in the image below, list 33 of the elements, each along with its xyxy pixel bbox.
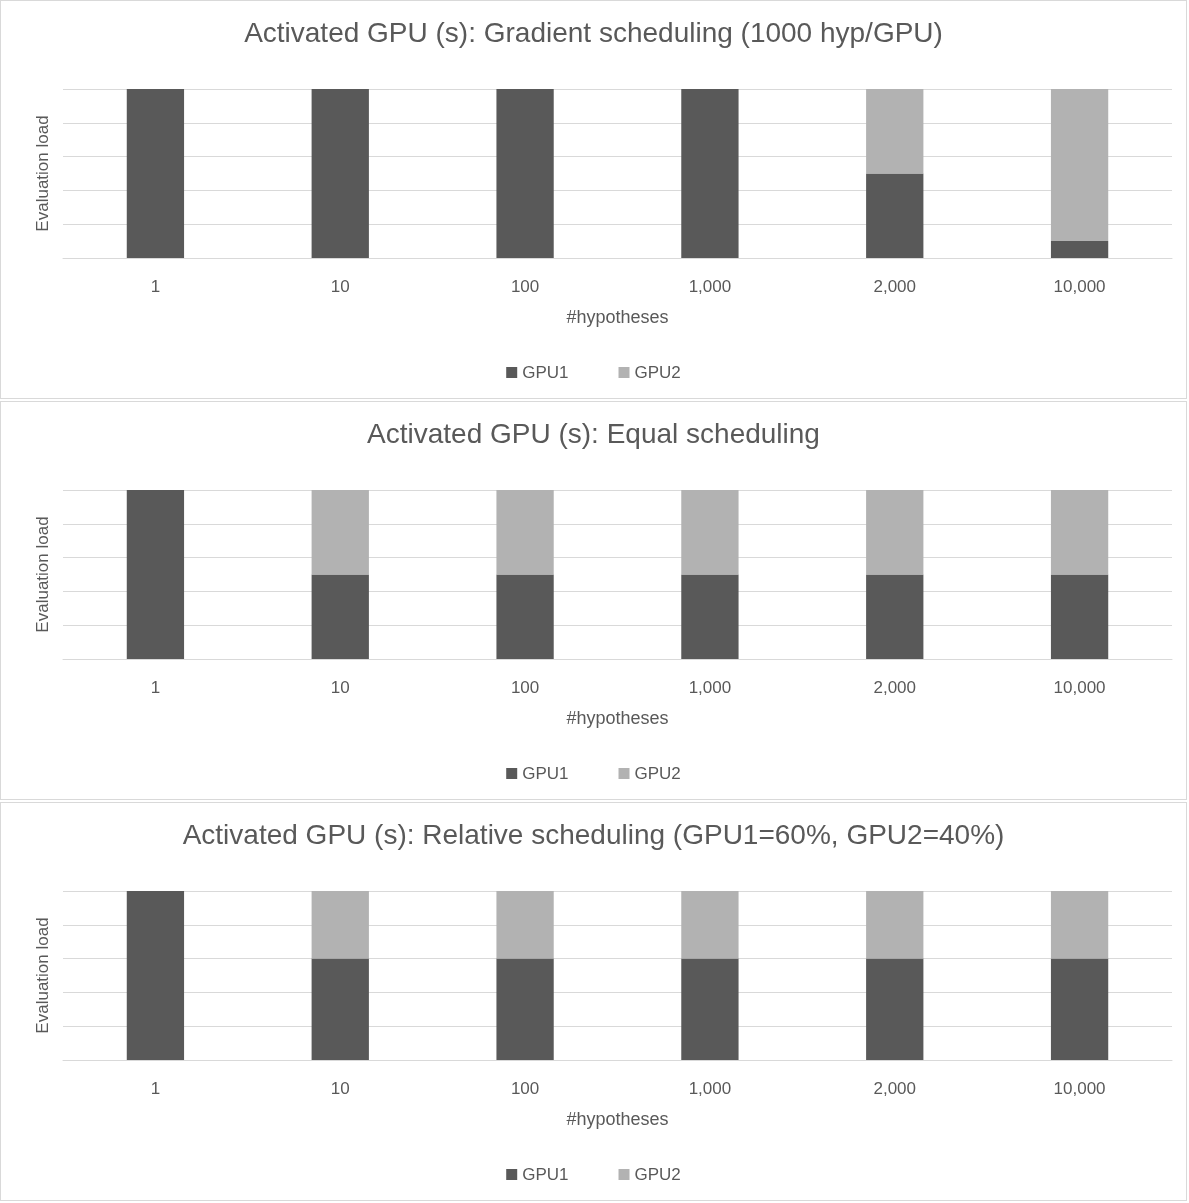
x-tick-label: 1	[150, 277, 161, 296]
legend-label: GPU2	[634, 764, 681, 783]
x-tick-label: 10	[330, 1079, 350, 1098]
x-tick-label: 10	[330, 277, 350, 296]
x-tick-label: 1	[150, 1079, 161, 1098]
x-tick-label: 2,000	[873, 678, 917, 697]
x-tick-label: 10,000	[1053, 1079, 1106, 1098]
legend-label: GPU2	[634, 1165, 681, 1184]
legend-label: GPU1	[522, 1165, 569, 1184]
x-tick-label: 1,000	[688, 1079, 732, 1098]
legend-label: GPU1	[522, 363, 569, 382]
legend-label: GPU2	[634, 363, 681, 382]
x-tick-label: 100	[510, 277, 540, 296]
y-axis-title: Evaluation load	[33, 516, 52, 633]
x-axis-title: #hypotheses	[566, 1109, 669, 1129]
chart-title: Activated GPU (s): Gradient scheduling (1000 hyp/GPU)	[244, 16, 943, 48]
chart-title: Activated GPU (s): Equal scheduling	[367, 417, 820, 449]
x-tick-label: 2,000	[873, 277, 917, 296]
x-tick-label: 10,000	[1053, 678, 1106, 697]
x-tick-label: 1	[150, 678, 161, 697]
x-axis-title: #hypotheses	[566, 307, 669, 327]
x-tick-label: 10,000	[1053, 277, 1106, 296]
x-axis-title: #hypotheses	[566, 708, 669, 728]
y-axis-title: Evaluation load	[33, 115, 52, 232]
x-tick-label: 100	[510, 678, 540, 697]
chart-title: Activated GPU (s): Relative scheduling (GPU1=60%, GPU2=40%)	[182, 818, 1005, 850]
legend-label: GPU1	[522, 764, 569, 783]
x-tick-label: 10	[330, 678, 350, 697]
x-tick-label: 2,000	[873, 1079, 917, 1098]
y-axis-title: Evaluation load	[33, 917, 52, 1034]
x-tick-label: 1,000	[688, 678, 732, 697]
x-tick-label: 1,000	[688, 277, 732, 296]
x-tick-label: 100	[510, 1079, 540, 1098]
